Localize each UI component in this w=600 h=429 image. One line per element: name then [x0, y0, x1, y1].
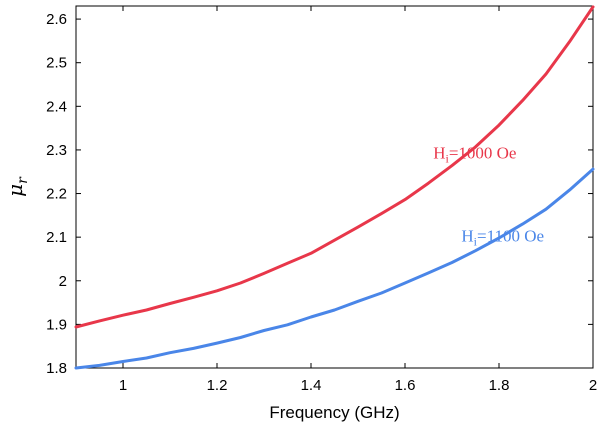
y-tick-label: 1.8	[46, 360, 67, 377]
x-tick-label: 1.2	[207, 377, 228, 394]
series-line-2	[74, 167, 595, 370]
x-axis: 1 1.2 1.4 1.6 1.8 2	[119, 6, 597, 394]
y-tick-label: 2.2	[46, 186, 67, 203]
plot-frame	[75, 5, 594, 369]
plot-border	[75, 5, 594, 369]
annotation-rest: =1100 Oe	[477, 227, 544, 246]
y-axis-label: μr	[3, 176, 31, 197]
series-lines	[74, 5, 595, 370]
annotation-main: H	[433, 144, 445, 163]
annotation-main: H	[461, 227, 473, 246]
y-tick-label: 2.1	[46, 229, 67, 246]
y-tick-label: 1.9	[46, 316, 67, 333]
y-tick-label: 2.6	[46, 11, 67, 28]
annotation-subscript: i	[474, 235, 478, 249]
annotation-rest: =1000 Oe	[449, 144, 517, 163]
x-tick-label: 1	[119, 377, 127, 394]
y-axis: 1.8 1.9 2 2.1 2.2 2.3 2.4 2.5 2.6	[46, 11, 593, 377]
x-tick-label: 1.8	[489, 377, 510, 394]
x-tick-label: 1.6	[395, 377, 416, 394]
series-annotation-2: Hi=1100 Oe	[461, 227, 544, 249]
y-tick-label: 2.5	[46, 55, 67, 72]
series-annotation-1: Hi=1000 Oe	[433, 144, 516, 166]
y-tick-label: 2.4	[46, 98, 67, 115]
y-tick-label: 2	[59, 273, 67, 290]
y-axis-label-subscript: r	[15, 176, 31, 184]
x-tick-label: 1.4	[301, 377, 322, 394]
x-tick-label: 2	[589, 377, 597, 394]
annotation-subscript: i	[445, 152, 449, 166]
y-tick-label: 2.3	[46, 142, 67, 159]
y-axis-label-main: μ	[3, 184, 27, 197]
series-line-1	[74, 5, 595, 329]
x-axis-label: Frequency (GHz)	[269, 403, 399, 422]
